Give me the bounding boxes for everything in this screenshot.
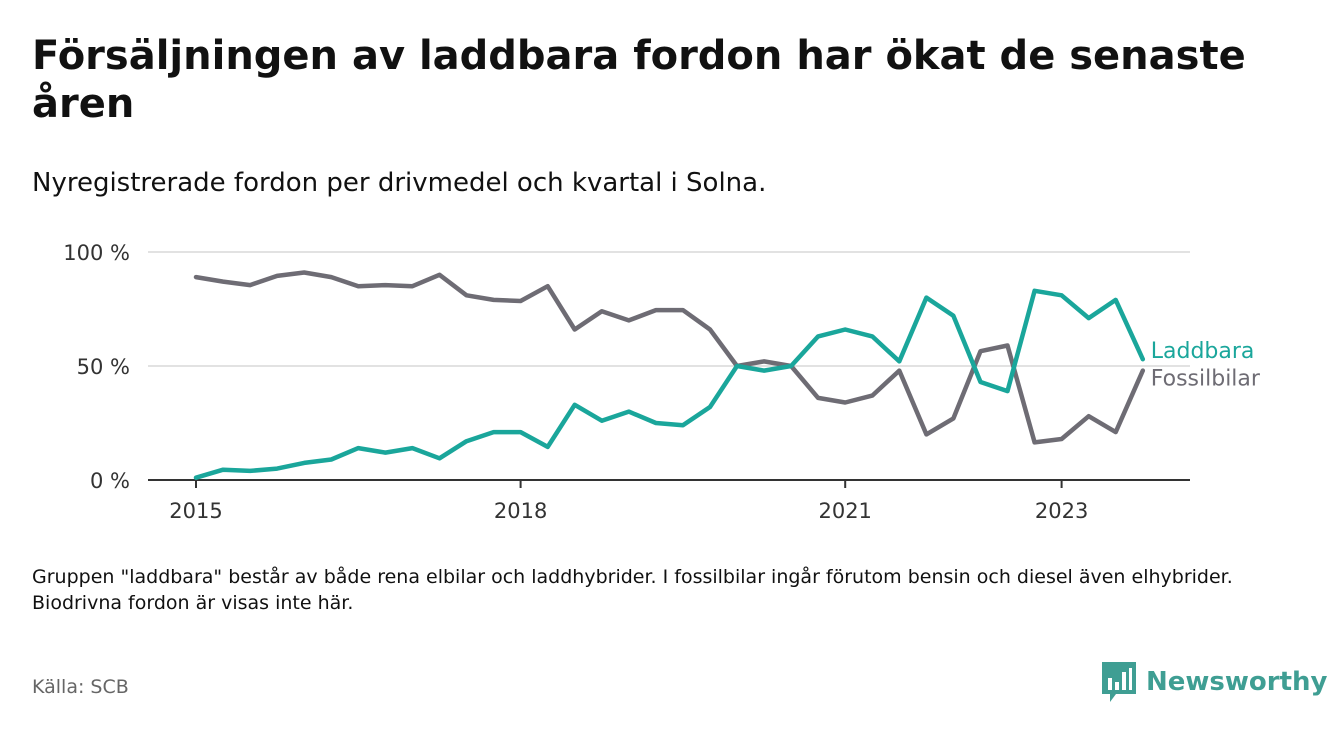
- y-tick-label: 50 %: [77, 355, 130, 379]
- series-label-fossilbilar: Fossilbilar: [1151, 367, 1261, 392]
- x-tick-label: 2018: [494, 499, 547, 523]
- series-line-fossilbilar: [193, 270, 1146, 445]
- footnote: Gruppen "laddbara" består av både rena e…: [32, 566, 1233, 614]
- brand-logo: Newsworthy: [1102, 662, 1327, 702]
- chart-subtitle: Nyregistrerade fordon per drivmedel och …: [32, 168, 767, 198]
- x-tick-label: 2015: [169, 499, 222, 523]
- y-tick-label: 100 %: [63, 241, 130, 265]
- y-tick-label: 0 %: [90, 469, 130, 493]
- source-label: Källa: SCB: [32, 676, 129, 698]
- series-label-laddbara: Laddbara: [1151, 339, 1255, 364]
- x-tick-label: 2023: [1035, 499, 1088, 523]
- chart-title: Försäljningen av laddbara fordon har öka…: [32, 33, 1246, 127]
- newsworthy-logo-icon: [1102, 662, 1136, 702]
- x-tick-label: 2021: [818, 499, 871, 523]
- series-line-laddbara: [193, 288, 1146, 480]
- brand-name: Newsworthy: [1146, 667, 1328, 697]
